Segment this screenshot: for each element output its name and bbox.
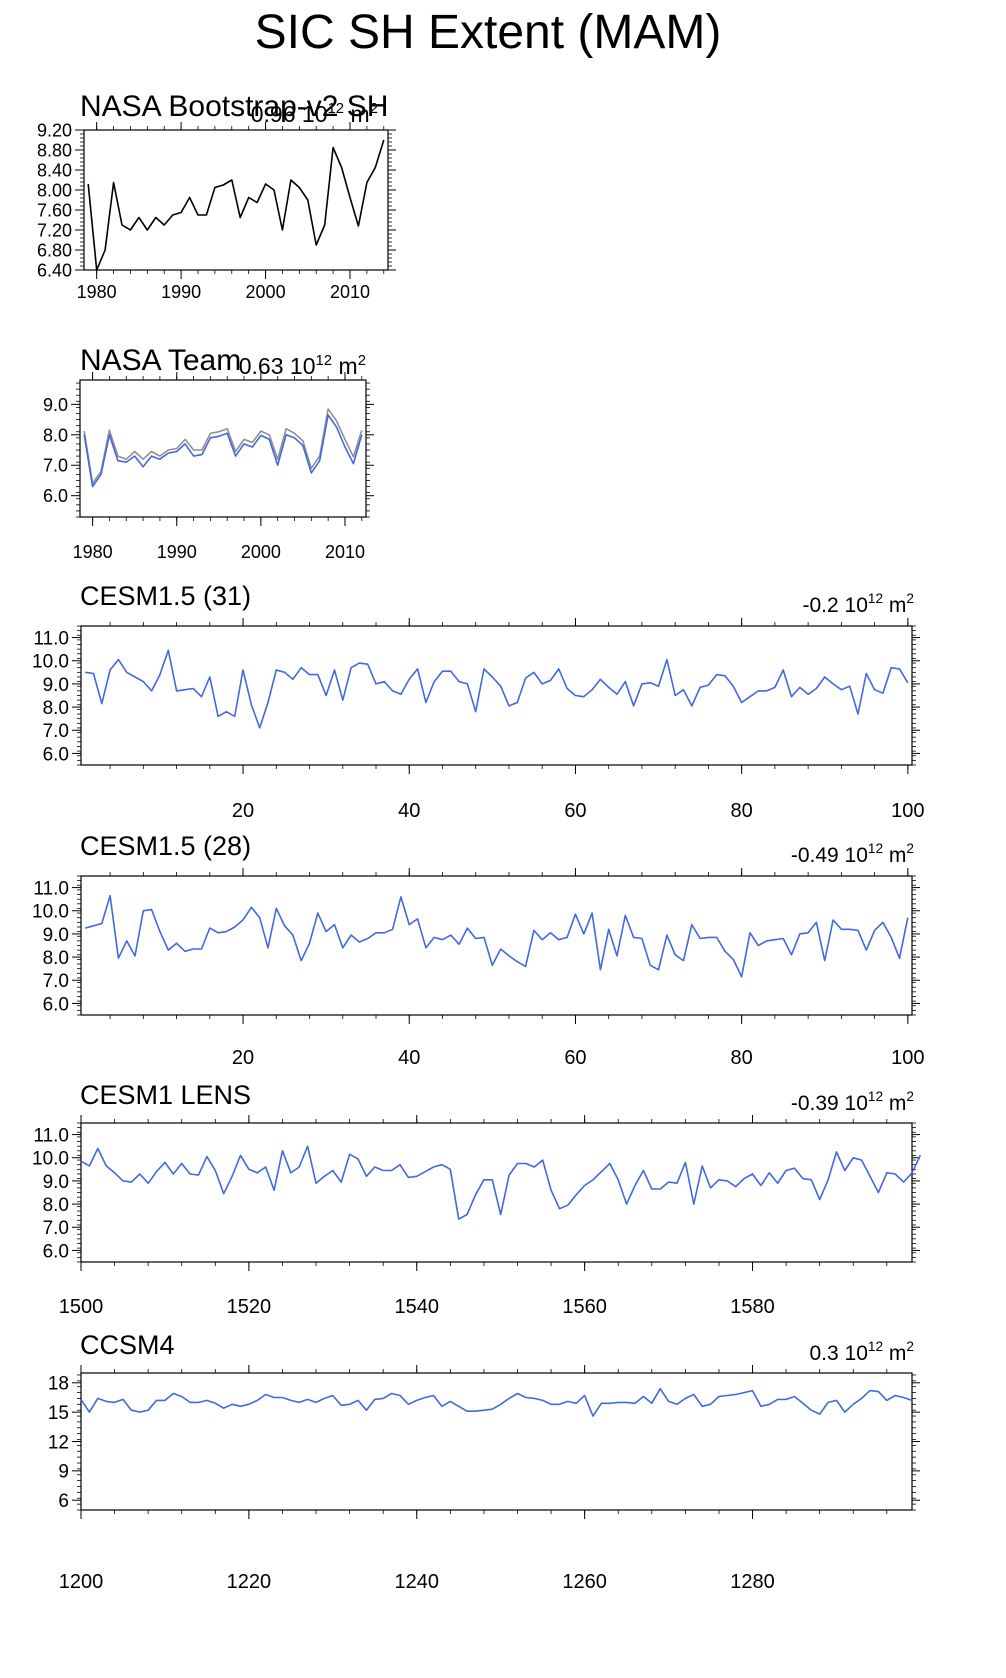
x-tick-label: 60 [564, 800, 586, 822]
y-tick-label: 7.0 [43, 721, 69, 742]
series-line [85, 649, 909, 729]
chart-panel: NASA Bootstrap-v2 SH0.96 1012 m2 6.406.80… [37, 90, 396, 302]
y-tick-label: 8.40 [37, 160, 72, 180]
series-line [84, 894, 909, 978]
trend-annotation: 0.63 1012 m2 [239, 352, 366, 379]
plot-frame [83, 129, 389, 271]
chart-panel: CCSM4 0.3 1012 m2 6 9 12 15 18 1200 1220 1240 1260… [48, 1330, 920, 1593]
x-tick-label: 40 [398, 800, 420, 822]
y-tick-label: 7.0 [43, 971, 69, 992]
panel-title: CCSM4 [80, 1330, 175, 1360]
figure-title: SIC SH Extent (MAM) [255, 6, 722, 59]
x-tick-label: 2010 [325, 542, 365, 562]
trend-annotation: 0.3 1012 m2 [810, 1339, 915, 1365]
y-tick-label: 8.80 [37, 140, 72, 160]
y-tick-label: 9.20 [37, 120, 72, 140]
panel-title: CESM1 LENS [80, 1080, 251, 1110]
x-tick-label: 1520 [227, 1296, 272, 1318]
panel-title: NASA Bootstrap-v2 SH [80, 90, 388, 123]
y-tick-label: 6.0 [43, 1241, 69, 1262]
y-tick-label: 8.0 [43, 1195, 69, 1216]
x-tick-label: 20 [232, 1047, 254, 1069]
x-tick-label: 60 [564, 1047, 586, 1069]
y-tick-label: 8.0 [43, 425, 68, 445]
series-line [83, 414, 363, 488]
x-tick-label: 2000 [241, 542, 281, 562]
x-tick-label: 1580 [730, 1296, 775, 1318]
x-tick-label: 100 [891, 1047, 924, 1069]
x-tick-label: 1240 [395, 1571, 440, 1593]
y-tick-label: 7.0 [43, 1218, 69, 1239]
x-tick-label: 1560 [562, 1296, 607, 1318]
chart-panel: CESM1.5 (31) -0.2 1012 m2 6.07.08.09.010.0… [32, 581, 925, 822]
y-tick-label: 10.0 [32, 1149, 69, 1170]
y-tick-label: 11.0 [33, 1125, 69, 1146]
plot-frame [80, 625, 913, 766]
y-tick-label: 6 [58, 1491, 69, 1512]
y-tick-label: 7.20 [37, 220, 72, 240]
x-tick-label: 40 [398, 1047, 420, 1069]
x-tick-label: 1980 [73, 542, 113, 562]
x-tick-label: 100 [891, 800, 924, 822]
x-tick-label: 2000 [246, 282, 286, 302]
y-tick-label: 6.0 [43, 994, 69, 1015]
x-tick-label: 1220 [227, 1571, 272, 1593]
y-tick-label: 11.0 [33, 628, 69, 649]
plot-frame [79, 379, 367, 518]
y-tick-label: 9.0 [43, 925, 69, 946]
panel-title: CESM1.5 (31) [80, 581, 251, 611]
y-tick-label: 10.0 [32, 902, 69, 923]
chart-panel: CESM1 LENS -0.39 1012 m2 6.07.08.09.010.0 1… [32, 1080, 922, 1318]
y-tick-label: 6.0 [43, 486, 68, 506]
y-tick-label: 9.0 [43, 1172, 69, 1193]
plot-frame [80, 1122, 913, 1263]
y-tick-label: 8.0 [43, 948, 69, 969]
panel-title: NASA Team [80, 344, 241, 377]
series-line [80, 1387, 913, 1417]
y-tick-label: 6.80 [37, 240, 72, 260]
x-tick-label: 1200 [59, 1571, 104, 1593]
x-tick-label: 1280 [730, 1571, 775, 1593]
series-line [80, 1145, 922, 1220]
series-line [87, 139, 385, 271]
x-tick-label: 80 [731, 1047, 753, 1069]
plot-frame [80, 1372, 913, 1511]
y-tick-label: 9 [58, 1462, 69, 1483]
x-tick-label: 20 [232, 800, 254, 822]
y-tick-label: 8.0 [43, 698, 69, 719]
panel-title: CESM1.5 (28) [80, 831, 251, 861]
x-tick-label: 1980 [77, 282, 117, 302]
y-tick-label: 8.00 [37, 180, 72, 200]
trend-annotation: -0.2 1012 m2 [803, 591, 915, 617]
trend-annotation: -0.49 1012 m2 [791, 841, 914, 867]
y-tick-label: 9.0 [43, 675, 69, 696]
x-tick-label: 1500 [59, 1296, 104, 1318]
y-tick-label: 12 [48, 1432, 69, 1453]
y-tick-label: 15 [48, 1403, 69, 1424]
y-tick-label: 18 [48, 1374, 69, 1395]
y-tick-label: 7.0 [43, 456, 68, 476]
y-tick-label: 9.0 [43, 395, 68, 415]
x-tick-label: 80 [731, 800, 753, 822]
y-tick-label: 6.0 [43, 744, 69, 765]
x-tick-label: 1540 [395, 1296, 440, 1318]
y-tick-label: 7.60 [37, 200, 72, 220]
x-tick-label: 1990 [157, 542, 197, 562]
x-tick-label: 1260 [562, 1571, 607, 1593]
x-tick-label: 1990 [161, 282, 201, 302]
chart-panel: CESM1.5 (28) -0.49 1012 m2 6.07.08.09.010.… [32, 831, 925, 1069]
trend-annotation: 0.96 1012 m2 [251, 100, 378, 127]
series-line [83, 408, 363, 485]
y-tick-label: 6.40 [37, 260, 72, 280]
y-tick-label: 10.0 [32, 652, 69, 673]
y-tick-label: 11.0 [33, 878, 69, 899]
trend-annotation: -0.39 1012 m2 [791, 1089, 914, 1115]
x-tick-label: 2010 [330, 282, 370, 302]
